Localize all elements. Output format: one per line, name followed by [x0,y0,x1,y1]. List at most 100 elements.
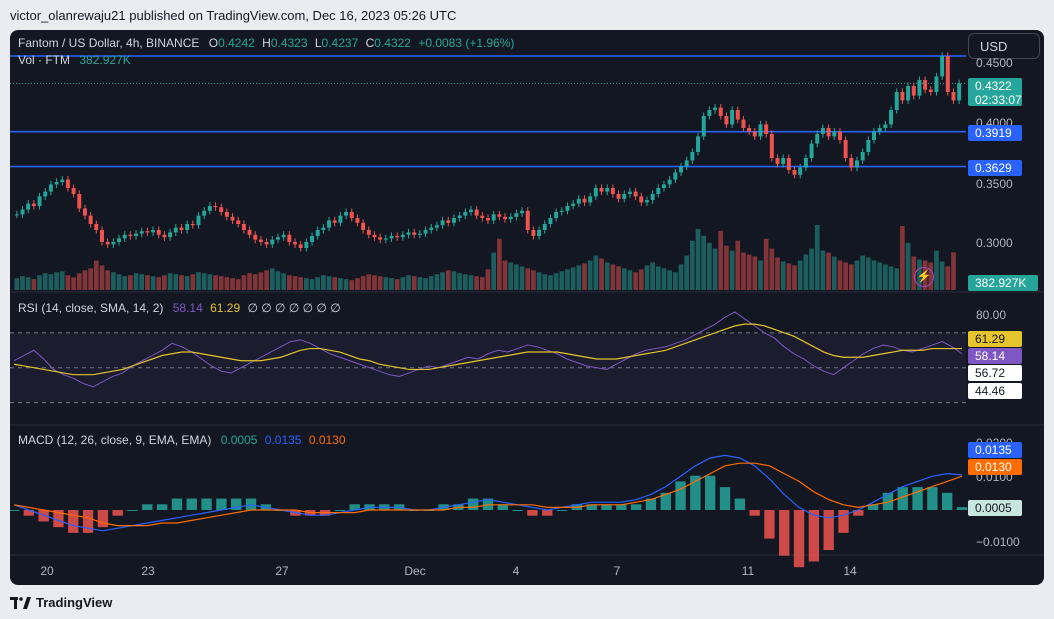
volume-label[interactable]: Vol · FTM [18,53,71,67]
candle-body [531,230,536,236]
time-label: 23 [141,564,155,578]
candle-body [332,220,337,223]
high-label: H [262,36,271,50]
candle-body [815,134,820,144]
candle-body [769,134,774,158]
macd-label[interactable]: MACD (12, 26, close, 9, EMA, EMA) [18,433,212,447]
candle-body [860,152,865,161]
candle-body [463,212,468,216]
volume-bar [769,248,775,290]
level-tag-2[interactable]: 0.3629 [968,160,1022,176]
macd-hist-bar [808,510,820,562]
candle-body [77,194,82,209]
price-tick: 0.4500 [976,56,1013,70]
candle-body [202,210,207,216]
time-label: 11 [741,564,755,578]
candle-body [173,227,178,233]
footer: TradingView [0,585,1054,619]
volume-bar [763,238,769,290]
volume-bar [150,276,156,290]
macd-hist-bar [542,510,553,516]
last-price: 0.4322 [975,79,1012,93]
candle-body [310,236,315,242]
candle-body [378,237,383,240]
macd-hist-bar [645,498,657,510]
macd-hist-bar [853,510,864,516]
candle-body [786,158,791,170]
candle-body [497,214,502,217]
volume-bar [627,270,633,290]
volume-bar [911,256,917,290]
symbol-title[interactable]: Fantom / US Dollar, 4h, BINANCE [18,36,200,50]
volume-bar [831,256,837,290]
volume-bar [184,276,190,290]
volume-bar [54,272,59,290]
candle-body [20,209,25,215]
volume-bar [366,274,372,290]
candle-body [361,222,366,230]
level-tag-1[interactable]: 0.3919 [968,125,1022,141]
candle-body [548,218,553,224]
volume-bar [548,275,553,290]
volume-bar [332,277,338,290]
alert-icon[interactable]: ⚡ [914,267,934,287]
candle-body [945,56,950,92]
volume-bar [565,269,570,290]
rsi-label[interactable]: RSI (14, close, SMA, 14, 2) [18,301,164,315]
macd-hist-bar [216,498,227,510]
high-value: 0.4323 [270,36,308,50]
volume-bar [701,235,707,290]
macd-hist-bar [942,492,953,510]
volume-bar [746,254,752,290]
candle-body [327,220,332,228]
candle-body [156,230,161,235]
volume-bar [667,270,672,290]
candle-body [559,210,564,212]
rsi-extra: ∅ ∅ ∅ ∅ ∅ ∅ ∅ [247,301,341,315]
volume-bar [514,264,519,290]
volume-bar [65,275,71,290]
macd-hist-bar [749,510,760,516]
candle-body [752,131,757,137]
candle-body [82,208,87,216]
open-label: O [208,36,219,50]
tradingview-logo[interactable]: TradingView [10,595,112,610]
candle-body [122,234,127,239]
currency-button[interactable]: USD [968,33,1040,59]
close-label: C [365,36,375,50]
volume-bar [860,255,865,290]
volume-bar [145,275,150,290]
chart-canvas[interactable] [10,30,1044,585]
macd-hist-bar [719,487,731,510]
candle-body [247,230,252,235]
candle-body [503,216,508,220]
candle-body [389,236,394,239]
candle-body [128,234,133,236]
candle-body [491,214,496,221]
countdown: 02:33:07 [975,93,1022,107]
macd-hist-bar [231,498,242,510]
candle-body [701,116,706,137]
chart-frame[interactable]: Fantom / US Dollar, 4h, BINANCE O0.4242 … [10,30,1044,585]
volume-bar [582,263,587,290]
candle-body [894,92,899,110]
candle-body [957,83,962,101]
volume-bar [462,274,468,290]
candle-body [26,203,31,210]
candle-body [667,179,672,185]
candle-body [735,110,740,120]
volume-bar [616,266,621,290]
volume-bar [644,265,650,290]
volume-bar [111,272,116,290]
candle-body [803,158,808,168]
candle-body [344,212,349,216]
candle-body [304,242,309,248]
macd-hist-bar [675,481,686,510]
volume-bar [389,278,394,290]
volume-bar [604,262,610,290]
volume-bar [951,252,956,290]
volume-bar [360,276,366,290]
volume-bar [525,268,531,290]
candle-body [321,227,326,230]
candle-body [151,230,156,233]
